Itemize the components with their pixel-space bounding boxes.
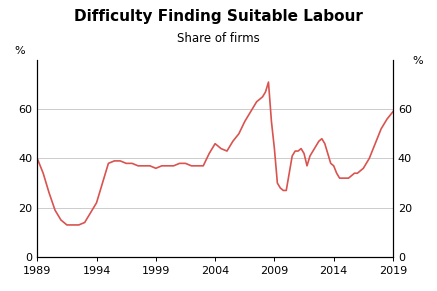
Y-axis label: %: %	[14, 46, 25, 56]
Text: Share of firms: Share of firms	[177, 32, 260, 45]
Text: Difficulty Finding Suitable Labour: Difficulty Finding Suitable Labour	[74, 9, 363, 24]
Y-axis label: %: %	[413, 56, 423, 66]
